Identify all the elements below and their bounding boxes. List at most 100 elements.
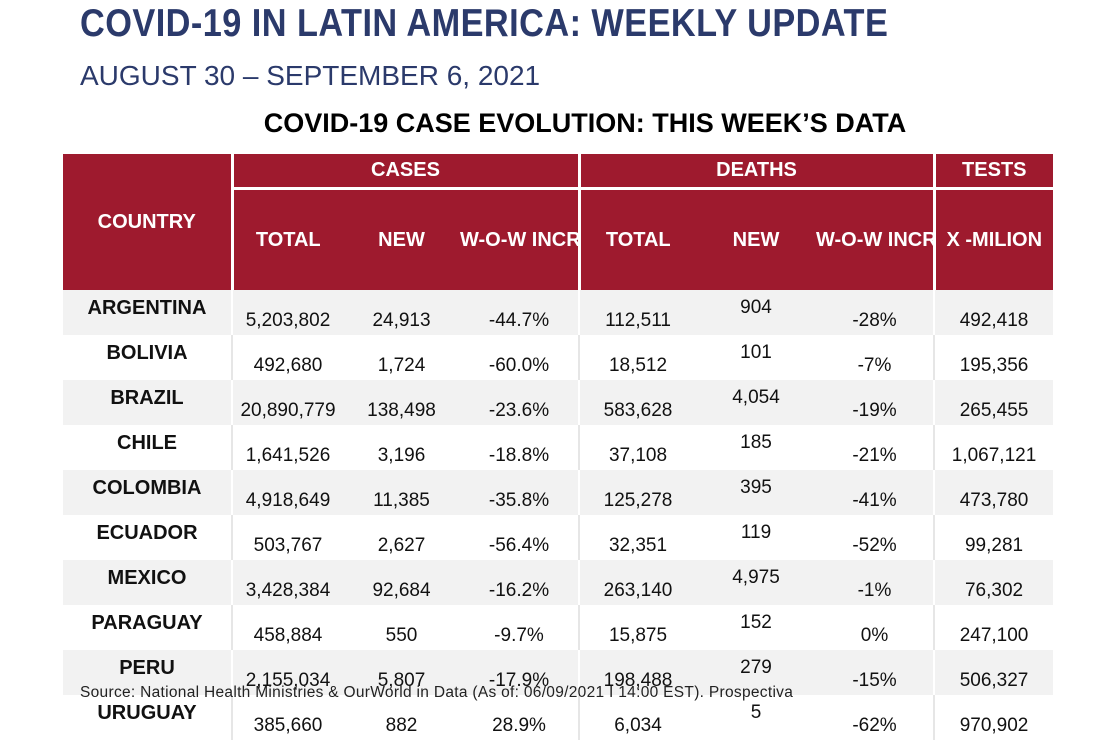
cell-cases-wow: -56.4% — [460, 515, 580, 560]
header-deaths-wow: W-O-W INCREASE (%) — [816, 188, 936, 290]
cell-cases-total: 492,680 — [253, 355, 323, 376]
source-note: Source: National Health Ministries & Our… — [80, 684, 794, 701]
cell-cases-new: 92,684 — [343, 560, 460, 605]
cell-deaths-wow: -19% — [816, 380, 936, 425]
cell-deaths-total: 583,628 — [579, 380, 696, 425]
table-title: COVID-19 CASE EVOLUTION: THIS WEEK’S DAT… — [263, 108, 907, 138]
cell-cases-new: 5,807 — [343, 650, 460, 695]
cell-country: CHILE — [63, 425, 233, 470]
table-row: CHILE 1,641,526 3,196 -18.8% 37,108 185 -21% 1,… — [63, 425, 1053, 470]
date-range-subtitle: AUGUST 30 – SEPTEMBER 6, 2021 — [80, 60, 541, 91]
header-cases-new: NEW — [343, 188, 460, 290]
header-cases-total: TOTAL — [232, 188, 343, 290]
cell-cases-wow: -9.7% — [460, 605, 580, 650]
cell-cases-total: 503,767 — [253, 535, 323, 556]
cell-tests: 99,281 — [964, 535, 1024, 556]
cell-deaths-total: 18,512 — [608, 355, 668, 376]
cell-cases-total: 4,918,649 — [232, 470, 343, 515]
cell-deaths-wow: -7% — [816, 335, 936, 380]
cell-deaths-new: 5 — [750, 702, 762, 723]
cell-deaths-total: 15,875 — [608, 625, 668, 646]
table-row: ECUADOR 503,767 2,627 -56.4% 32,351 119 -52% 99… — [63, 515, 1053, 560]
cell-deaths-total: 125,278 — [579, 470, 696, 515]
header-tests-per-million: X -MILION — [934, 188, 1054, 290]
cell-deaths-total: 112,511 — [579, 290, 696, 335]
cell-deaths-total: 37,108 — [608, 445, 668, 466]
cell-deaths-new: 152 — [740, 612, 772, 633]
cell-deaths-wow: -1% — [816, 560, 936, 605]
cell-deaths-wow: -52% — [816, 515, 936, 560]
header-cases-wow: W-O-W INCREASE (%) — [460, 188, 581, 290]
cell-country: BRAZIL — [63, 380, 233, 425]
cell-deaths-new: 279 — [696, 650, 816, 695]
cell-deaths-new: 4,054 — [696, 380, 816, 425]
covid-data-table: COUNTRY CASES DEATHS TESTS TOTAL NEW W-O… — [63, 154, 1054, 740]
cell-cases-total: 2,155,034 — [232, 650, 343, 695]
cell-deaths-new: 395 — [696, 470, 816, 515]
table-row: BRAZIL 20,890,779 138,498 -23.6% 583,628 4,05… — [63, 380, 1054, 425]
cell-cases-total: 5,203,802 — [232, 290, 343, 335]
cell-country: ECUADOR — [63, 515, 233, 560]
cell-cases-wow: -17.9% — [460, 650, 580, 695]
cell-tests: 265,455 — [934, 380, 1054, 425]
cell-cases-total: 20,890,779 — [232, 380, 343, 425]
cell-cases-wow: -35.8% — [460, 470, 580, 515]
cell-cases-total: 3,428,384 — [232, 560, 343, 605]
cell-deaths-new: 4,975 — [696, 560, 816, 605]
cell-tests: 1,067,121 — [951, 445, 1037, 466]
cell-cases-total: 1,641,526 — [245, 445, 331, 466]
cell-cases-new: 2,627 — [377, 535, 426, 556]
cell-cases-new: 550 — [385, 625, 418, 646]
cell-deaths-total: 32,351 — [608, 535, 668, 556]
cell-cases-new: 1,724 — [377, 355, 426, 376]
cell-tests: 247,100 — [959, 625, 1029, 646]
cell-deaths-wow: -15% — [816, 650, 936, 695]
cell-tests: 492,418 — [934, 290, 1054, 335]
header-cases: CASES — [232, 154, 581, 190]
cell-cases-new: 3,196 — [377, 445, 426, 466]
cell-tests: 76,302 — [934, 560, 1054, 605]
header-deaths-total: TOTAL — [579, 188, 696, 290]
cell-tests: 506,327 — [934, 650, 1054, 695]
cell-cases-wow: -44.7% — [460, 290, 580, 335]
header-deaths: DEATHS — [579, 154, 936, 190]
table-row: MEXICO 3,428,384 92,684 -16.2% 263,140 4,975-… — [63, 560, 1054, 605]
table-body: ARGENTINA 5,203,802 24,913 -44.7% 112,511 904… — [63, 290, 1054, 740]
cell-cases-total: 458,884 — [253, 625, 323, 646]
cell-country: MEXICO — [63, 560, 233, 605]
table-row: PERU 2,155,034 5,807 -17.9% 198,488 279 -15% 50… — [63, 650, 1054, 695]
cell-cases-new: 11,385 — [343, 470, 460, 515]
header-deaths-new: NEW — [696, 188, 816, 290]
header-country: COUNTRY — [63, 154, 234, 290]
cell-country: BOLIVIA — [63, 335, 233, 380]
cell-cases-wow: -23.6% — [460, 380, 580, 425]
cell-country: COLOMBIA — [63, 470, 233, 515]
cell-cases-wow: -60.0% — [460, 335, 580, 380]
cell-country: PERU — [63, 650, 233, 695]
cell-tests: 970,902 — [959, 715, 1029, 736]
cell-deaths-wow: -28% — [816, 290, 936, 335]
cell-deaths-new: 185 — [740, 432, 772, 453]
cell-deaths-wow: -21% — [816, 425, 936, 470]
cell-deaths-total: 263,140 — [579, 560, 696, 605]
cell-tests: 473,780 — [934, 470, 1054, 515]
cell-tests: 195,356 — [959, 355, 1029, 376]
cell-deaths-wow: 0% — [816, 605, 936, 650]
cell-deaths-new: 119 — [740, 522, 772, 543]
cell-deaths-wow: -41% — [816, 470, 936, 515]
table-row: COLOMBIA 4,918,649 11,385 -35.8% 125,278 395-… — [63, 470, 1054, 515]
table-row: PARAGUAY 458,884 550 -9.7% 15,875 152 0% 247,10… — [63, 605, 1053, 650]
header-tests: TESTS — [934, 154, 1054, 190]
cell-deaths-total: 198,488 — [579, 650, 696, 695]
table-row: BOLIVIA 492,680 1,724 -60.0% 18,512 101 -7% 195… — [63, 335, 1053, 380]
cell-deaths-wow: -62% — [816, 695, 936, 740]
cell-cases-new: 24,913 — [343, 290, 460, 335]
cell-cases-new: 138,498 — [343, 380, 460, 425]
cell-cases-wow: -16.2% — [460, 560, 580, 605]
cell-deaths-new: 101 — [740, 342, 772, 363]
cell-deaths-new: 904 — [696, 290, 816, 335]
cell-country: PARAGUAY — [63, 605, 233, 650]
cell-cases-wow: -18.8% — [460, 425, 580, 470]
page-title: COVID-19 IN LATIN AMERICA: WEEKLY UPDATE — [80, 2, 889, 45]
table-row: ARGENTINA 5,203,802 24,913 -44.7% 112,511 904… — [63, 290, 1054, 335]
